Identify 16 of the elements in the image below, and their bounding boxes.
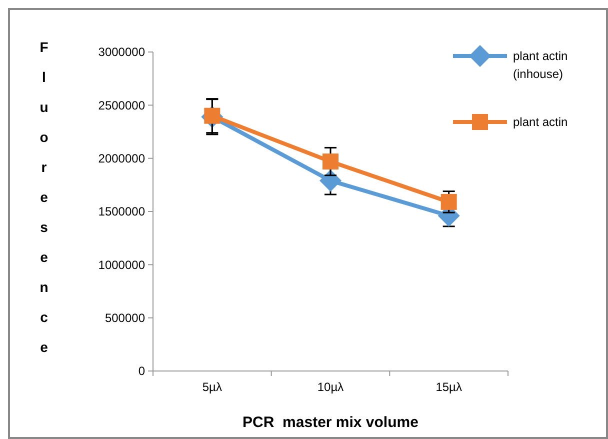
x-tick-label: 5µλ xyxy=(202,380,222,394)
x-tick-label: 15µλ xyxy=(436,380,462,394)
y-tick-label: 1000000 xyxy=(98,258,146,272)
y-tick-label: 500000 xyxy=(104,311,146,326)
legend-label: plant actin (inhouse) xyxy=(513,49,568,81)
y-tick-label: 2500000 xyxy=(98,98,146,112)
point xyxy=(440,194,457,210)
x-axis-title: PCR master mix volume xyxy=(242,414,418,431)
text: Fluoresence xyxy=(40,39,48,355)
legend-label: plant actin xyxy=(513,115,568,129)
y-tick-label: 3000000 xyxy=(98,45,146,60)
x-tick-label: 10µλ xyxy=(317,380,344,394)
y-tick-label: 2000000 xyxy=(98,152,146,166)
y-tick-label: 1500000 xyxy=(98,204,146,219)
point xyxy=(322,154,338,170)
y-tick-label: 0 xyxy=(138,364,146,378)
